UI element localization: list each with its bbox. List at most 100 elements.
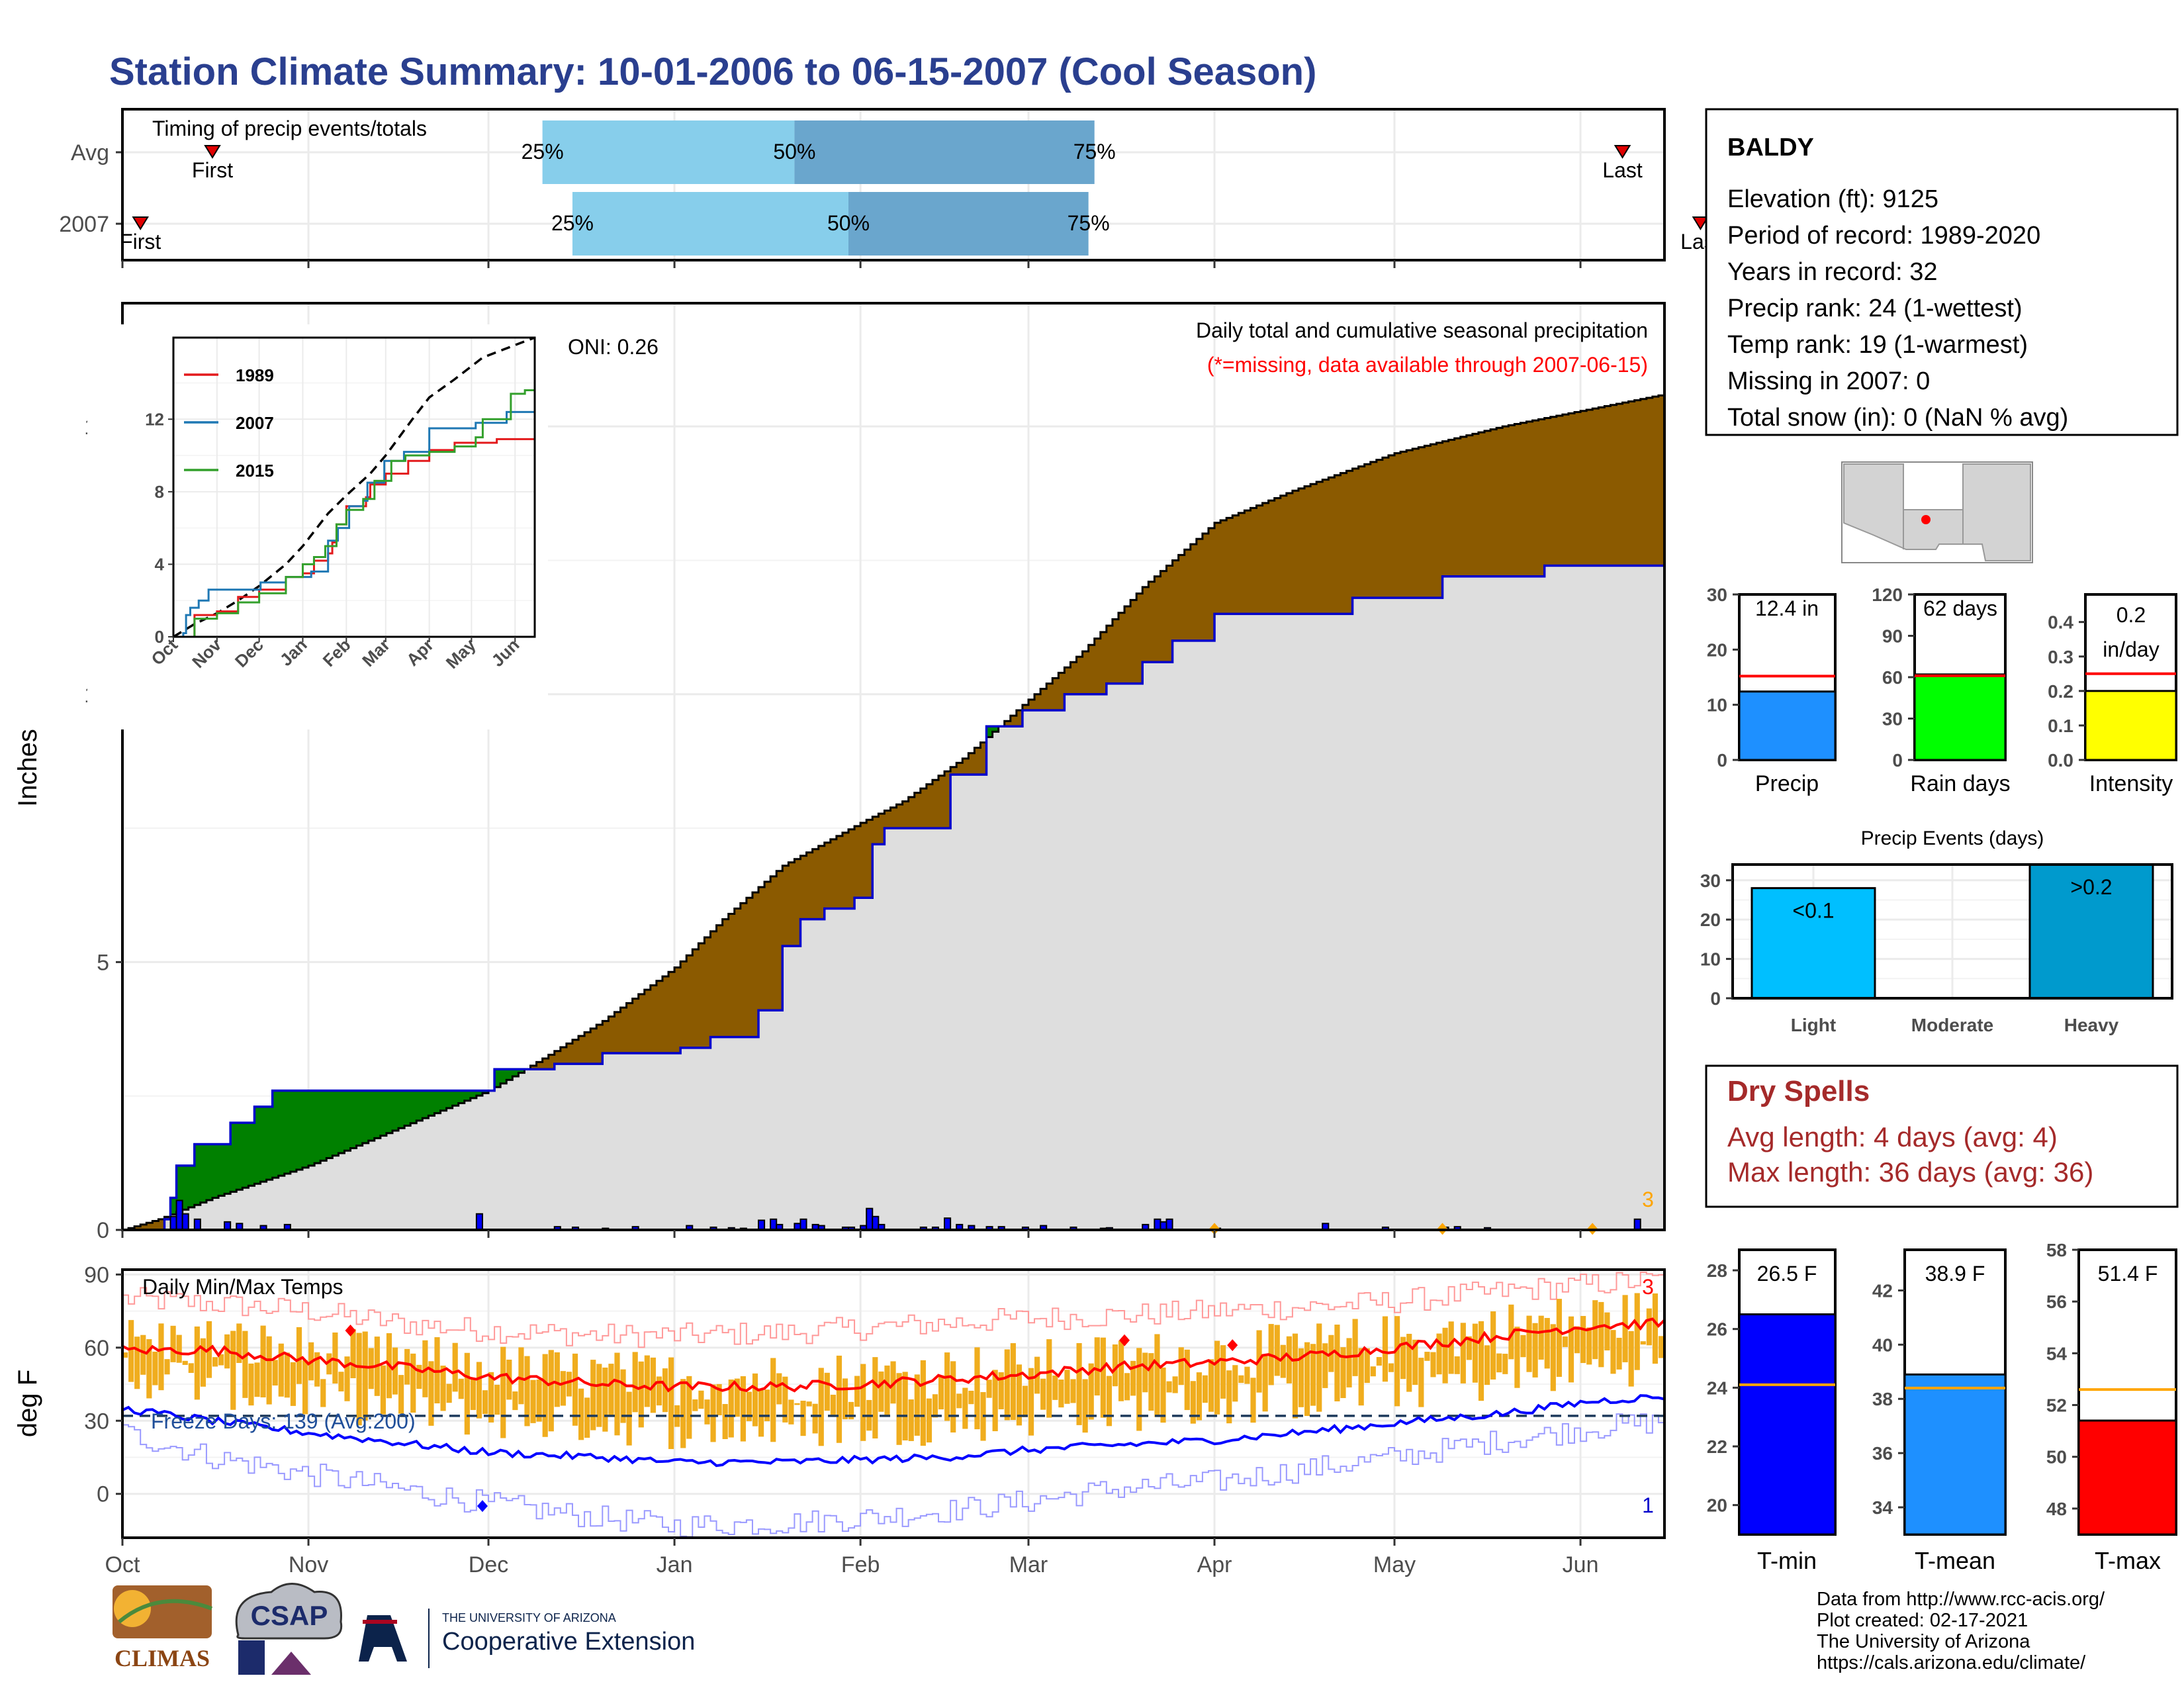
daily-temp-bar [500, 1346, 506, 1438]
daily-temp-bar [890, 1361, 896, 1404]
daily-precip-bar [181, 1213, 189, 1231]
daily-temp-bar [680, 1379, 686, 1448]
daily-temp-bar [140, 1335, 146, 1375]
temp-bar-ytick-label: 36 [1872, 1443, 1893, 1464]
daily-temp-bar [1130, 1360, 1136, 1396]
daily-temp-bar [1490, 1311, 1496, 1380]
tmin-bar [1738, 1313, 1837, 1536]
daily-temp-bar [854, 1376, 860, 1407]
climas-swoosh-icon [118, 1599, 213, 1624]
mini-bar-ytick-label: 0.0 [2048, 750, 2073, 771]
daily-temp-bar [1196, 1372, 1202, 1421]
daily-temp-bar [638, 1361, 644, 1428]
precip-mini-bars: 12.4 in 0 10 20 30 Precip 62 days 0 30 60 90 120 Rai… [1707, 585, 2177, 796]
daily-temp-bar [1388, 1363, 1394, 1372]
daily-temp-bar [302, 1360, 308, 1415]
daily-temp-bar [908, 1399, 914, 1441]
daily-temp-bar [1154, 1334, 1160, 1417]
daily-temp-bar [1292, 1333, 1298, 1419]
first-event-label: First [120, 230, 161, 254]
tmax-average-line [122, 1317, 1666, 1393]
daily-temp-bar [1442, 1327, 1448, 1383]
daily-temp-bar [1208, 1359, 1214, 1412]
quartile-bar-25-50 [542, 120, 795, 184]
dry-title: Dry Spells [1727, 1075, 1870, 1107]
daily-temp-bar [1418, 1358, 1424, 1407]
first-event-marker [204, 145, 221, 159]
daily-temp-bar [998, 1372, 1004, 1409]
daily-temp-bar [620, 1369, 626, 1423]
daily-temp-bar [1598, 1301, 1604, 1368]
mini-bar-ytick-label: 0 [1717, 750, 1727, 771]
record-low-count: 1 [1642, 1493, 1654, 1517]
daily-temp-bar [380, 1365, 387, 1415]
daily-temp-bar [1436, 1333, 1442, 1375]
daily-temp-bar [770, 1358, 776, 1442]
mini-bar-ytick-label: 0.2 [2048, 681, 2073, 702]
temp-bar-ytick-label: 34 [1872, 1497, 1893, 1518]
daily-temp-bar [728, 1379, 734, 1438]
daily-temp-bar [1412, 1339, 1418, 1385]
daily-precip-bar [1165, 1218, 1173, 1231]
daily-temp-bar [842, 1378, 848, 1420]
daily-temp-bar [1070, 1379, 1076, 1403]
daily-temp-bar [1232, 1365, 1238, 1402]
inset-average-line [173, 336, 535, 638]
events-ytick-label: 30 [1700, 870, 1721, 891]
temp-ytick-label: 0 [97, 1482, 109, 1507]
missing-count-label: 3 [1642, 1188, 1654, 1211]
daily-temp-bar [668, 1357, 674, 1450]
daily-temp-bar [1058, 1380, 1064, 1408]
station-info-line: Elevation (ft): 9125 [1727, 185, 1938, 213]
daily-temp-bar [368, 1348, 374, 1389]
mini-bar-ytick-label: 30 [1707, 585, 1727, 605]
daily-temp-bar [1106, 1376, 1113, 1427]
record-high-marker [345, 1325, 356, 1337]
inset-series-line [173, 383, 536, 638]
last-event-marker [1614, 145, 1631, 159]
daily-temp-bar [1172, 1376, 1178, 1393]
daily-temp-bar [1250, 1378, 1256, 1423]
daily-temp-bar [536, 1379, 542, 1422]
precip-events-chart: Precip Events (days) <0.1 Light Moderate >0.… [1700, 827, 2173, 1035]
daily-temp-bar [1112, 1344, 1118, 1387]
daily-temp-bar [530, 1380, 536, 1423]
daily-temp-bar [1214, 1340, 1220, 1415]
daily-temp-bar [266, 1336, 272, 1405]
daily-temp-bar [1184, 1349, 1190, 1411]
mini-bar-ytick-label: 0.3 [2048, 647, 2073, 667]
daily-precip-bar [770, 1218, 778, 1231]
daily-temp-bar [1430, 1352, 1436, 1378]
daily-temp-bar [1370, 1366, 1376, 1377]
daily-temp-bar [626, 1391, 632, 1446]
temp-bar-ytick-label: 54 [2046, 1343, 2068, 1364]
daily-temp-bar [1400, 1336, 1406, 1380]
quartile-bar-50-75 [848, 192, 1089, 256]
temp-bar-ytick-label: 38 [1872, 1389, 1893, 1409]
daily-temp-bar [1514, 1327, 1520, 1388]
daily-temp-bar [1610, 1330, 1616, 1374]
month-tick-label: May [1373, 1552, 1416, 1577]
last-event-marker [1692, 216, 1709, 230]
cum-title: Daily total and cumulative seasonal prec… [1196, 318, 1648, 342]
rain_days-value-label: 62 days [1923, 596, 1997, 620]
daily-temp-bar [1142, 1352, 1148, 1393]
cum-surplus-area [170, 726, 999, 1215]
mini-bar-ytick-label: 120 [1872, 585, 1903, 605]
daily-temp-bar [464, 1352, 470, 1435]
daily-temp-bar [1046, 1339, 1052, 1418]
daily-temp-bar [1484, 1345, 1490, 1385]
temp-ytick-label: 60 [84, 1336, 109, 1361]
tmin-label: T-min [1757, 1547, 1817, 1574]
daily-temp-bar [1022, 1385, 1028, 1417]
daily-temp-bar [248, 1363, 254, 1406]
daily-temp-bar [1094, 1337, 1100, 1396]
intensity-bar [2084, 690, 2177, 761]
daily-temp-bar [1124, 1373, 1130, 1401]
daily-precip-bar [944, 1217, 952, 1231]
ua-a-logo [359, 1615, 407, 1662]
daily-temp-bar [1478, 1321, 1484, 1401]
quartile-bar-25-50 [572, 192, 849, 256]
location-map [1841, 461, 2033, 563]
month-tick-label: Oct [105, 1552, 140, 1577]
